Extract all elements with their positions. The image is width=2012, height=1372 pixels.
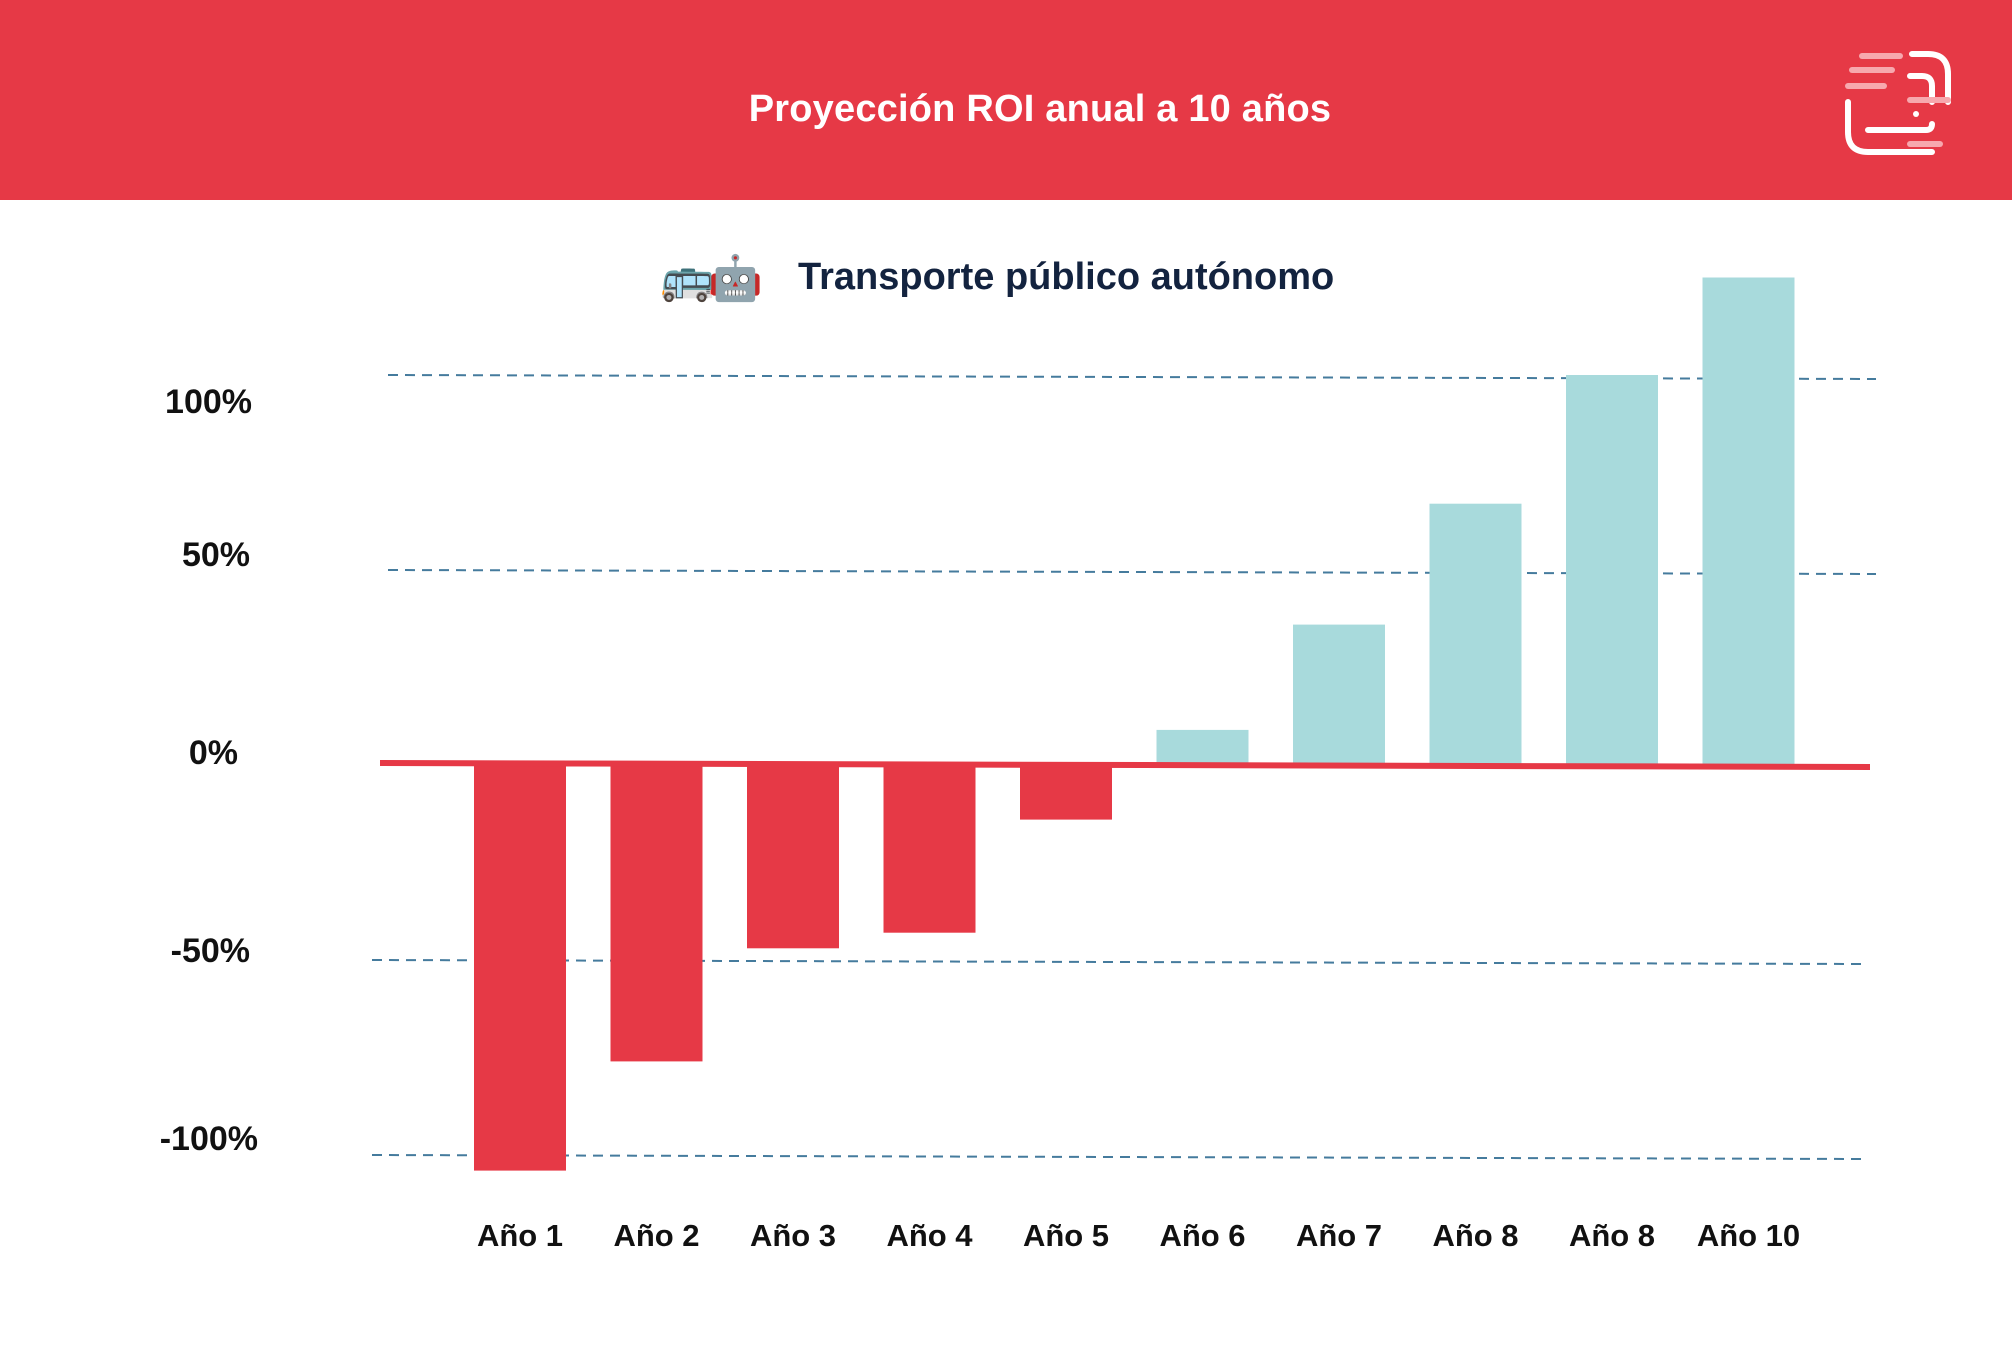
bar-8 [1429, 503, 1522, 765]
page-title: Proyección ROI anual a 10 años [748, 88, 1332, 130]
chart-subtitle: 🚌 🤖 Transporte público autónomo [0, 250, 2012, 310]
bar-10 [1702, 277, 1795, 765]
screen-frame-logo-icon [1845, 51, 1951, 155]
y-tick-50: 50% [181, 536, 250, 574]
bar-2 [610, 765, 703, 1062]
gridline-minus-100 [371, 1154, 1863, 1160]
bar-9 [1566, 375, 1658, 765]
bus-emoji: 🚌 [660, 254, 715, 303]
gridline-minus-50 [371, 959, 1863, 965]
zero-line [379, 760, 1871, 770]
bar-3 [747, 765, 839, 949]
y-tick-100: 100% [165, 383, 252, 421]
bar-4 [883, 765, 976, 933]
bar-7 [1293, 624, 1385, 765]
y-tick-minus-100: -100% [159, 1120, 258, 1158]
y-tick-0: 0% [188, 734, 238, 772]
x-tick-label: Año 2 [613, 1218, 700, 1253]
bar-5 [1020, 765, 1112, 820]
subtitle-text: Transporte público autónomo [798, 256, 1335, 298]
bar-6 [1156, 729, 1249, 765]
x-tick-label: Año 1 [476, 1218, 564, 1253]
x-tick-label: Año 10 [1696, 1218, 1801, 1253]
x-tick-label: Año 4 [886, 1218, 973, 1253]
x-tick-label: Año 7 [1295, 1218, 1383, 1253]
x-tick-label: Año 5 [1022, 1218, 1110, 1253]
x-tick-label: Año 6 [1159, 1218, 1246, 1253]
y-tick-minus-50: -50% [170, 932, 250, 970]
x-tick-label: Año 3 [749, 1218, 837, 1253]
bar-1 [474, 765, 566, 1171]
robot-emoji: 🤖 [708, 254, 763, 303]
x-tick-label: Año 8 [1432, 1218, 1519, 1253]
header-bar: Proyección ROI anual a 10 años [0, 0, 2012, 200]
x-tick-label: Año 8 [1568, 1218, 1656, 1253]
